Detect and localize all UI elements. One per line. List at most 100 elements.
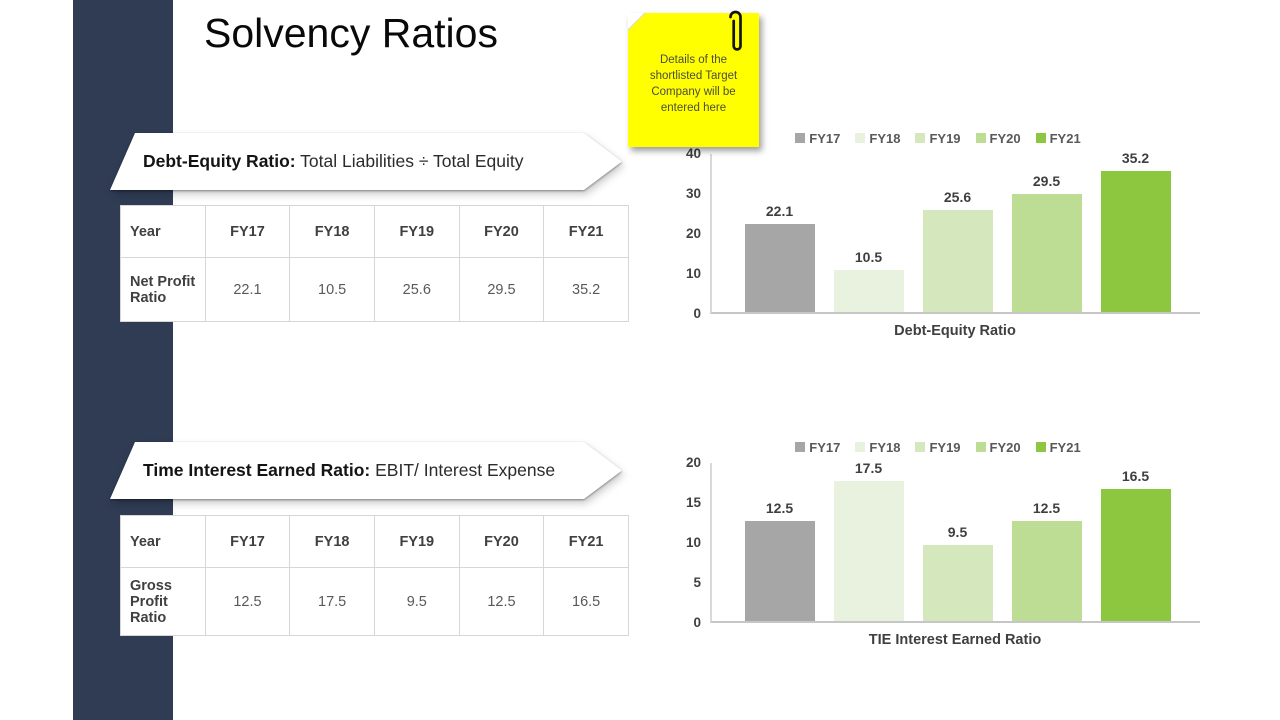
y-axis-tick: 20 [685, 226, 701, 241]
legend-label: FY18 [869, 439, 901, 455]
legend-item-fy20: FY20 [975, 439, 1021, 455]
table-header-cell: Year [120, 205, 206, 258]
bar-slot-fy19: 9.5 [913, 524, 1002, 621]
bar-value-label: 17.5 [854, 460, 883, 476]
table-value-cell: 16.5 [543, 567, 629, 636]
bar-slot-fy21: 16.5 [1091, 468, 1180, 621]
section-banner-time-interest: Time Interest Earned Ratio: EBIT/ Intere… [110, 442, 622, 499]
chart-plot-area: 0 10 20 30 40 22.1 10.5 25.6 29.5 35.2 [676, 146, 1200, 321]
chart-legend: FY17 FY18 FY19 FY20 FY21 [676, 437, 1200, 457]
legend-item-fy19: FY19 [915, 439, 961, 455]
legend-label: FY19 [929, 439, 961, 455]
y-axis: 0 10 20 30 40 [676, 146, 710, 321]
table-value-cell: 25.6 [373, 257, 460, 322]
legend-label: FY21 [1049, 439, 1081, 455]
bar-value-label: 9.5 [947, 524, 968, 540]
legend-label: FY20 [989, 439, 1021, 455]
bar-value-label: 16.5 [1121, 468, 1150, 484]
legend-item-fy21: FY21 [1035, 130, 1081, 146]
table-value-cell: 22.1 [204, 257, 291, 322]
table-value-cell: 17.5 [289, 567, 375, 636]
legend-swatch [795, 133, 806, 143]
chart-debt-equity-ratio: FY17 FY18 FY19 FY20 FY21 0 10 20 30 40 22.1 10.5 25.… [676, 128, 1200, 339]
legend-item-fy17: FY17 [795, 440, 840, 455]
net-profit-ratio-table: Year FY17 FY18 FY19 FY20 FY21 Net Profit Ratio… [120, 205, 629, 322]
legend-label: FY18 [869, 130, 901, 146]
table-header-cell: FY20 [458, 205, 545, 258]
y-axis-tick: 30 [685, 186, 701, 201]
bar-slot-fy21: 35.2 [1091, 150, 1180, 312]
bar-value-label: 10.5 [854, 249, 883, 265]
legend-label: FY17 [809, 439, 841, 455]
bar-slot-fy18: 10.5 [824, 249, 913, 312]
sticky-note-text: Details of the shortlisted Target Compan… [649, 53, 738, 115]
gross-profit-ratio-table: Year FY17 FY18 FY19 FY20 FY21 Gross Profit Rat… [120, 515, 629, 636]
bar-slot-fy20: 12.5 [1002, 500, 1091, 621]
plot-region: 12.5 17.5 9.5 12.5 16.5 [710, 460, 1200, 623]
table-header-cell: FY21 [543, 205, 629, 258]
legend-label: FY19 [929, 130, 961, 146]
table-header-cell: FY20 [458, 515, 545, 568]
legend-swatch [795, 442, 806, 452]
chart-tie-interest-earned-ratio: FY17 FY18 FY19 FY20 FY21 0 5 10 15 20 12.5 17.5 9.5 1… [676, 437, 1200, 648]
table-row-label: Net Profit Ratio [120, 257, 206, 322]
legend-item-fy17: FY17 [795, 131, 840, 146]
chart-x-axis-title: Debt-Equity Ratio [894, 323, 1016, 339]
table-value-cell: 12.5 [204, 567, 291, 636]
y-axis-tick: 10 [685, 535, 701, 550]
legend-swatch [975, 133, 986, 143]
legend-item-fy20: FY20 [975, 131, 1021, 146]
legend-item-fy18: FY18 [855, 440, 900, 455]
table-header-cell: FY21 [543, 515, 629, 568]
table-header-cell: Year [120, 515, 206, 568]
y-axis-tick: 40 [685, 146, 701, 161]
bar-fy21 [1100, 171, 1171, 312]
table-value-cell: 29.5 [458, 257, 545, 322]
legend-swatch [1035, 133, 1046, 143]
legend-swatch [975, 442, 986, 452]
bar-slot-fy20: 29.5 [1002, 173, 1091, 312]
banner-formula: Total Liabilities ÷ Total Equity [295, 151, 524, 171]
table-header-cell: FY18 [289, 205, 375, 258]
bar-value-label: 25.6 [943, 189, 972, 205]
bar-fy18 [833, 270, 904, 312]
y-axis-tick: 0 [693, 615, 701, 630]
y-axis-tick: 5 [693, 575, 701, 590]
bar-slot-fy19: 25.6 [913, 189, 1002, 312]
bar-group: 12.5 17.5 9.5 12.5 16.5 [735, 460, 1180, 621]
plot-region: 22.1 10.5 25.6 29.5 35.2 [710, 150, 1200, 314]
table-row-label: Gross Profit Ratio [120, 567, 206, 636]
y-axis-tick: 0 [693, 306, 701, 321]
bar-fy18 [833, 481, 904, 621]
legend-label: FY21 [1049, 130, 1081, 146]
y-axis-tick: 15 [685, 495, 701, 510]
legend-swatch [915, 133, 926, 143]
legend-item-fy18: FY18 [855, 131, 900, 146]
table-value-cell: 9.5 [373, 567, 460, 636]
bar-slot-fy18: 17.5 [824, 460, 913, 621]
table-data-row: Gross Profit Ratio 12.5 17.5 9.5 12.5 16.5 [120, 567, 629, 636]
legend-item-fy21: FY21 [1035, 439, 1081, 455]
table-data-row: Net Profit Ratio 22.1 10.5 25.6 29.5 35.2 [120, 257, 629, 322]
bar-value-label: 12.5 [1032, 500, 1061, 516]
banner-term: Debt-Equity Ratio: [143, 151, 296, 171]
bar-slot-fy17: 22.1 [735, 203, 824, 312]
legend-label: FY17 [809, 130, 841, 146]
bar-value-label: 35.2 [1121, 150, 1150, 166]
table-header-row: Year FY17 FY18 FY19 FY20 FY21 [120, 515, 629, 568]
banner-ribbon: Time Interest Earned Ratio: EBIT/ Intere… [110, 442, 622, 499]
table-header-cell: FY17 [204, 205, 291, 258]
table-header-cell: FY19 [373, 205, 460, 258]
legend-swatch [915, 442, 926, 452]
bar-group: 22.1 10.5 25.6 29.5 35.2 [735, 150, 1180, 312]
y-axis-tick: 20 [685, 455, 701, 470]
chart-x-axis-title: TIE Interest Earned Ratio [868, 632, 1042, 648]
bar-fy17 [744, 521, 815, 621]
legend-swatch [855, 133, 866, 143]
table-header-cell: FY17 [204, 515, 291, 568]
bar-value-label: 12.5 [765, 500, 794, 516]
bar-fy21 [1100, 489, 1171, 621]
legend-item-fy19: FY19 [915, 130, 961, 146]
bar-value-label: 29.5 [1032, 173, 1061, 189]
banner-term: Time Interest Earned Ratio: [143, 460, 371, 480]
